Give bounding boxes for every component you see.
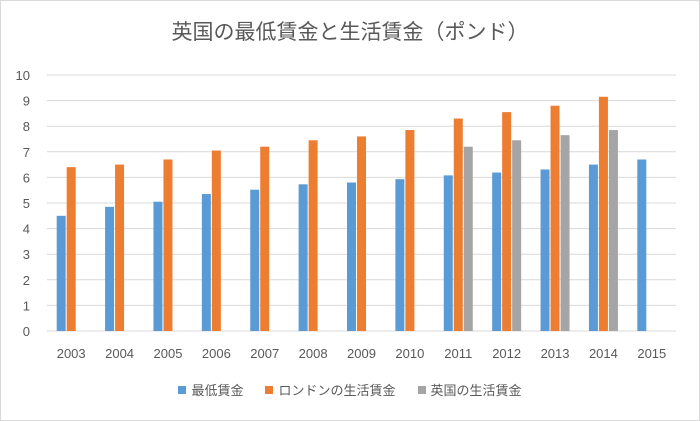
x-tick-label: 2009	[347, 346, 376, 361]
x-tick-label: 2014	[589, 346, 618, 361]
y-tick-label: 8	[23, 119, 30, 134]
bar-2014-series-1	[598, 96, 608, 331]
bar-2014-series-0	[588, 164, 598, 331]
bar-2007-series-1	[260, 146, 270, 331]
x-tick-label: 2012	[492, 346, 521, 361]
y-tick-label: 3	[23, 247, 30, 262]
x-tick-label: 2008	[299, 346, 328, 361]
bar-2008-series-0	[298, 184, 308, 331]
y-tick-label: 0	[23, 324, 30, 339]
y-tick-label: 4	[23, 222, 30, 237]
bar-2012-series-1	[502, 112, 512, 332]
chart-title: 英国の最低賃金と生活賃金（ポンド）	[171, 20, 529, 44]
bar-2009-series-1	[357, 136, 366, 331]
x-tick-label: 2011	[444, 346, 472, 361]
legend-swatch	[265, 385, 274, 394]
bar-2010-series-1	[405, 130, 415, 331]
bar-2005-series-0	[153, 201, 163, 331]
bar-2004-series-0	[105, 206, 115, 331]
y-tick-label: 9	[23, 94, 30, 109]
bar-2012-series-2	[512, 140, 522, 331]
bar-2004-series-1	[115, 164, 125, 331]
bar-2011-series-0	[443, 175, 453, 331]
bar-2014-series-2	[608, 130, 618, 331]
bar-2011-series-1	[453, 118, 463, 332]
x-tick-label: 2006	[202, 346, 231, 361]
bar-2006-series-1	[211, 150, 221, 331]
bar-2009-series-0	[347, 182, 356, 331]
bar-2015-series-0	[637, 159, 647, 331]
bar-2013-series-0	[540, 169, 550, 331]
y-tick-label: 1	[23, 298, 30, 313]
legend-label: 最低賃金	[191, 384, 244, 399]
x-tick-label: 2004	[105, 346, 134, 361]
x-tick-label: 2007	[250, 346, 279, 361]
bar-2003-series-0	[56, 215, 66, 331]
bar-2013-series-2	[560, 135, 570, 331]
legend-label: 英国の生活賃金	[430, 384, 522, 399]
x-tick-label: 2010	[395, 346, 424, 361]
x-tick-label: 2005	[154, 346, 183, 361]
legend-item-london-living-wage: ロンドンの生活賃金	[265, 380, 396, 399]
y-tick-label: 2	[23, 273, 30, 288]
y-tick-label: 5	[23, 196, 30, 211]
legend-swatch	[178, 385, 187, 394]
bar-2013-series-1	[550, 105, 560, 331]
legend-label: ロンドンの生活賃金	[278, 384, 396, 399]
bar-2003-series-1	[66, 167, 76, 331]
legend-swatch	[417, 385, 426, 394]
legend-item-uk-living-wage: 英国の生活賃金	[417, 380, 522, 399]
bar-2008-series-1	[308, 140, 318, 331]
x-tick-label: 2003	[57, 346, 86, 361]
bar-2005-series-1	[163, 159, 173, 331]
bar-2006-series-0	[201, 194, 211, 331]
bar-2007-series-0	[250, 189, 260, 331]
legend-item-min-wage: 最低賃金	[178, 380, 243, 399]
bar-2010-series-0	[395, 179, 405, 331]
bar-2011-series-2	[463, 146, 473, 331]
y-tick-label: 10	[16, 68, 30, 83]
y-tick-label: 7	[23, 145, 30, 160]
y-tick-label: 6	[23, 170, 30, 185]
legend: 最低賃金 ロンドンの生活賃金 英国の生活賃金	[0, 380, 700, 399]
bar-2012-series-0	[492, 172, 502, 331]
x-tick-label: 2015	[637, 346, 666, 361]
x-tick-label: 2013	[541, 346, 570, 361]
